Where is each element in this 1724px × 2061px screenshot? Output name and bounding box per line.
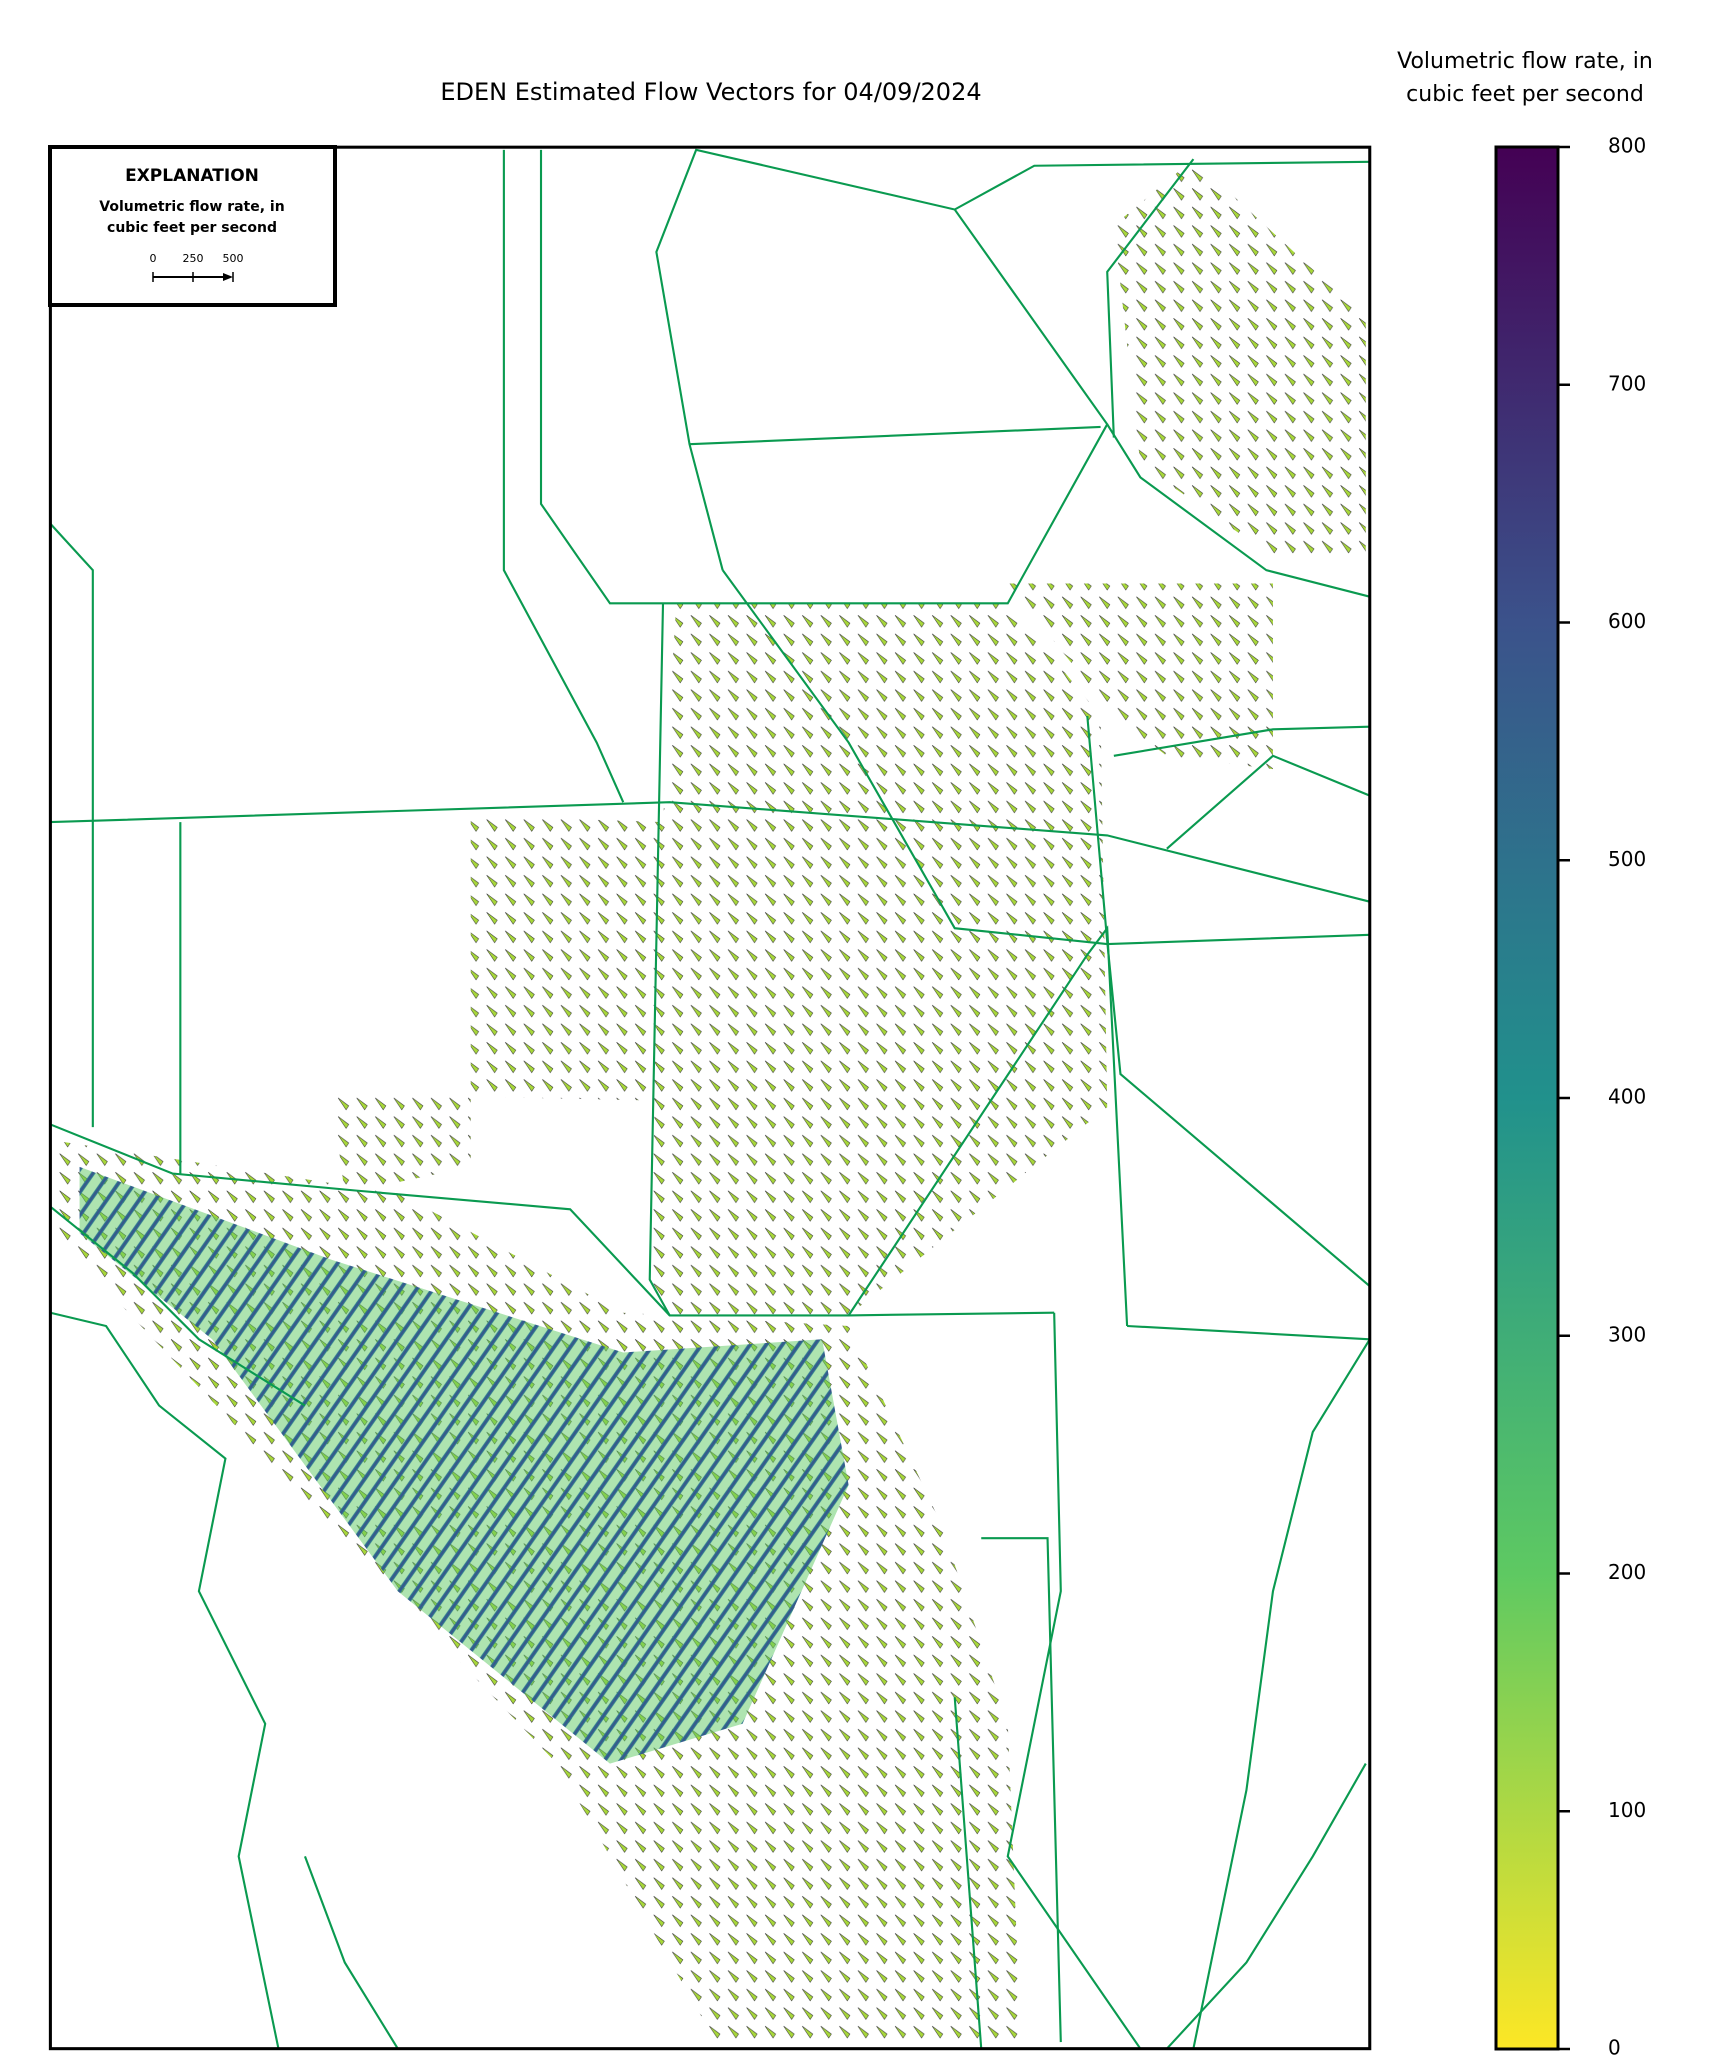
explanation-box: EXPLANATION Volumetric flow rate, in cubi… [48,145,337,307]
colorbar-tick-label: 0 [1608,2036,1621,2060]
colorbar-tick-label: 100 [1608,1798,1646,1822]
colorbar-tick-label: 200 [1608,1560,1646,1584]
colorbar: 0 100 200 300 400 500 600 700 800 Volumetric flow… [1397,49,1653,2060]
colorbar-tick-label: 300 [1608,1322,1646,1346]
vector-field [649,603,1108,1316]
legend-label: Volumetric flow rate, in [99,199,284,215]
vector-field [331,815,663,1194]
colorbar-label: cubic feet per second [1406,82,1644,107]
scale-arrowhead [223,273,233,281]
colorbar-scale [1494,145,1560,2051]
chart-title: EDEN Estimated Flow Vectors for 04/09/20… [440,78,981,106]
legend-title: EXPLANATION [125,166,259,186]
scale-tick-label: 500 [223,252,244,265]
colorbar-label: Volumetric flow rate, in [1397,49,1653,74]
colorbar-tick-label: 500 [1608,847,1646,871]
legend-label: cubic feet per second [107,220,277,236]
vector-field [1007,583,1273,770]
vector-field-strong [79,1166,849,1764]
colorbar-tick-label: 700 [1608,371,1646,395]
scale-tick-label: 250 [183,252,204,265]
colorbar-tick-label: 800 [1608,134,1646,158]
canals-and-boundaries [49,148,1371,2050]
map [48,145,1372,2051]
vector-field [1113,159,1366,557]
colorbar-tick-label: 400 [1608,1085,1646,1109]
scale-tick-label: 0 [150,252,157,265]
colorbar-tick-label: 600 [1608,609,1646,633]
map-frame [48,145,1372,2051]
